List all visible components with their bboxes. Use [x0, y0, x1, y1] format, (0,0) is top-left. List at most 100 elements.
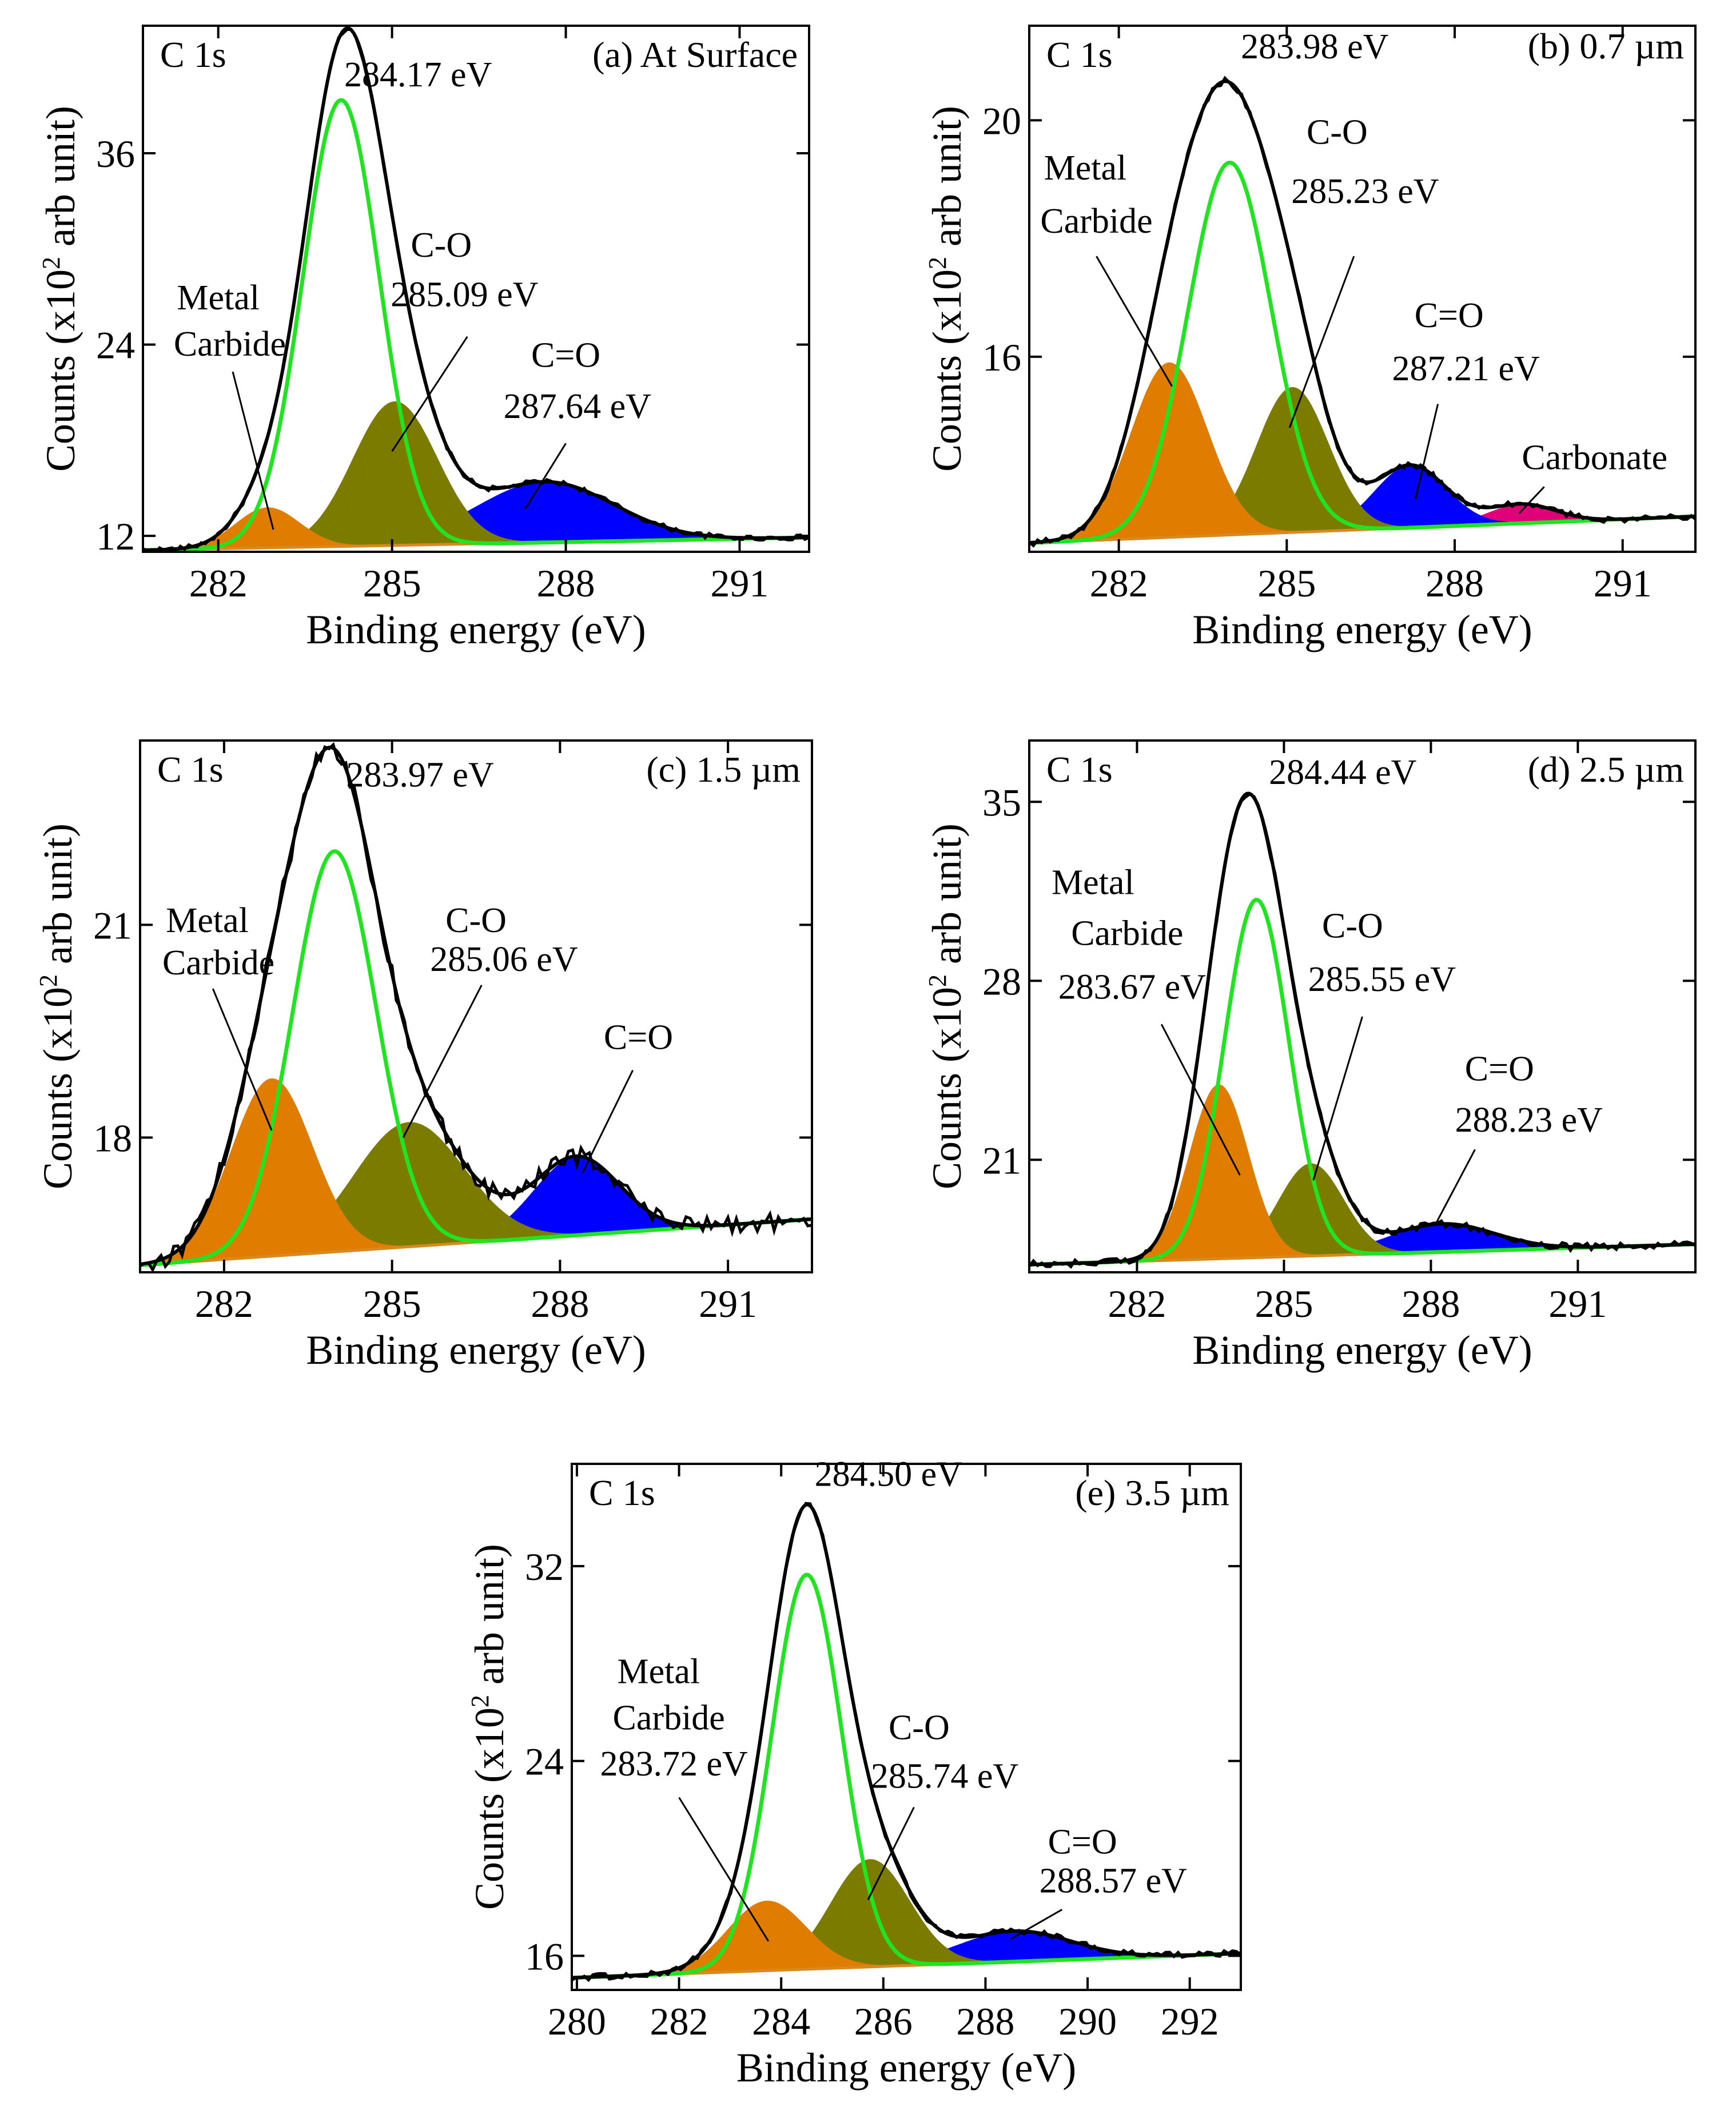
- x-tick-label: 291: [699, 1282, 757, 1325]
- y-tick-label: 16: [525, 1934, 564, 1978]
- x-tick-label: 280: [548, 2000, 606, 2043]
- raw-spectrum-a: [143, 27, 809, 552]
- peak-annotation: C-O: [1307, 113, 1368, 152]
- axes-frame-c: [139, 739, 813, 1273]
- annotation-pointer: [232, 371, 274, 530]
- main-peak-line-e: [572, 1572, 1241, 1980]
- x-tick-label: 282: [195, 1282, 253, 1325]
- y-axis-title: Counts (x102 arb unit): [466, 1544, 512, 1910]
- peak-annotation: 288.57 eV: [1040, 1862, 1188, 1901]
- x-tick-label: 282: [650, 2000, 708, 2043]
- peak-annotation: C-O: [1322, 906, 1383, 945]
- axes-frame-b: [1028, 25, 1697, 553]
- x-tick-label: 285: [1255, 1282, 1313, 1325]
- panel-a: 282 285 288 291 12 24 36 Binding energy (eV) Cou…: [37, 25, 810, 652]
- y-tick-label: 24: [96, 324, 135, 367]
- peak-annotation: C=O: [531, 336, 600, 375]
- y-axis-title: Counts (x102 arb unit): [37, 106, 83, 472]
- peak-annotation: Metal: [166, 901, 249, 940]
- peak-annotation: Metal: [618, 1652, 700, 1691]
- y-tick-label: 12: [96, 515, 135, 558]
- raw-spectrum-c: [140, 742, 812, 1272]
- peak-annotation: C=O: [1048, 1822, 1117, 1861]
- annotation-pointer: [402, 985, 483, 1138]
- annotation-pointer: [212, 988, 273, 1131]
- y-axis-title: Counts (x102 arb unit): [34, 823, 81, 1189]
- main-peak-line-b: [1029, 160, 1695, 545]
- panel-title: (c) 1.5 µm: [646, 749, 801, 790]
- peak-annotation: 285.74 eV: [871, 1757, 1019, 1796]
- x-tick-label: 282: [1090, 562, 1148, 605]
- annotation-pointer: [391, 336, 468, 452]
- panel-title: (b) 0.7 µm: [1528, 26, 1684, 66]
- element-label: C 1s: [1046, 749, 1113, 790]
- peak-annotation: 284.50 eV: [815, 1455, 963, 1494]
- peak-annotation: 287.64 eV: [504, 387, 652, 426]
- x-tick-label: 288: [1401, 1282, 1460, 1325]
- y-tick-label: 35: [982, 781, 1021, 824]
- annotation-pointer: [582, 1069, 634, 1174]
- y-tick-label: 21: [93, 903, 132, 947]
- x-tick-label: 285: [363, 562, 421, 605]
- x-tick-label: 288: [1426, 562, 1484, 605]
- peak-annotation: 283.67 eV: [1058, 968, 1207, 1007]
- element-label: C 1s: [157, 749, 224, 790]
- panel-c: 282 285 288 291 18 21 Binding energy (eV) Count…: [34, 739, 813, 1373]
- axes-frame-e: [571, 1463, 1242, 1991]
- annotation-pointer: [1096, 256, 1173, 387]
- annotation-pointer: [1160, 1024, 1241, 1176]
- y-tick-label: 32: [525, 1545, 564, 1589]
- peak-annotation: 284.17 eV: [344, 55, 492, 94]
- plot-area-c: [140, 742, 812, 1272]
- peak-annotation: C=O: [1415, 296, 1484, 335]
- annotation-pointer: [524, 443, 567, 509]
- peak-annotation: Metal: [177, 278, 260, 317]
- main-peak-line-d: [1029, 897, 1695, 1267]
- y-tick-label: 21: [982, 1138, 1021, 1182]
- x-tick-label: 288: [537, 562, 595, 605]
- x-tick-label: 288: [531, 1282, 589, 1325]
- x-tick-label: 291: [710, 562, 769, 605]
- element-label: C 1s: [589, 1472, 655, 1513]
- element-label: C 1s: [1046, 34, 1113, 75]
- axes-frame-d: [1028, 739, 1697, 1273]
- x-axis-title: Binding energy (eV): [1192, 1327, 1532, 1373]
- x-tick-label: 285: [1257, 562, 1316, 605]
- annotation-pointer: [1415, 404, 1439, 499]
- y-tick-label: 16: [982, 336, 1021, 379]
- y-axis-title: Counts (x102 arb unit): [923, 823, 970, 1189]
- y-tick-label: 20: [982, 99, 1021, 142]
- annotation-pointer: [1312, 1016, 1363, 1181]
- y-tick-label: 24: [525, 1740, 564, 1783]
- peak-annotation: 285.06 eV: [430, 940, 578, 979]
- y-tick-label: 18: [93, 1116, 132, 1160]
- peak-annotation: 287.21 eV: [1392, 349, 1540, 388]
- annotation-pointer: [1518, 486, 1545, 514]
- raw-spectrum-b: [1029, 75, 1695, 548]
- peak-annotation: C=O: [604, 1018, 673, 1057]
- x-axis-title: Binding energy (eV): [306, 1327, 646, 1373]
- annotation-pointer: [678, 1797, 770, 1942]
- peak-annotation: 285.09 eV: [391, 276, 539, 314]
- peak-annotation: C-O: [445, 901, 507, 940]
- panel-b: 282 285 288 291 16 20 Binding energy (eV) Count…: [923, 25, 1697, 652]
- x-tick-label: 285: [363, 1282, 421, 1325]
- panel-d: 282 285 288 291 21 28 35 Binding energy (eV) Cou…: [923, 739, 1697, 1373]
- peak-annotation: Carbide: [174, 325, 286, 364]
- peak-annotation: 283.97 eV: [346, 756, 494, 795]
- panel-title: (e) 3.5 µm: [1075, 1472, 1229, 1513]
- peak-annotation: Carbide: [1040, 202, 1152, 241]
- peak-annotation: 283.72 eV: [600, 1745, 748, 1783]
- raw-spectrum-d: [1029, 792, 1695, 1269]
- x-tick-label: 291: [1548, 1282, 1607, 1325]
- peak-annotation: 285.23 eV: [1291, 172, 1439, 211]
- peak-annotation: 284.44 eV: [1269, 753, 1417, 792]
- main-peak-line-a: [143, 98, 809, 552]
- x-axis-title: Binding energy (eV): [736, 2045, 1077, 2091]
- annotation-pointer: [1010, 1909, 1063, 1940]
- x-tick-label: 290: [1058, 2000, 1117, 2043]
- peak-annotation: 283.98 eV: [1241, 27, 1389, 66]
- x-axis-title: Binding energy (eV): [306, 607, 646, 652]
- element-label: C 1s: [160, 34, 226, 75]
